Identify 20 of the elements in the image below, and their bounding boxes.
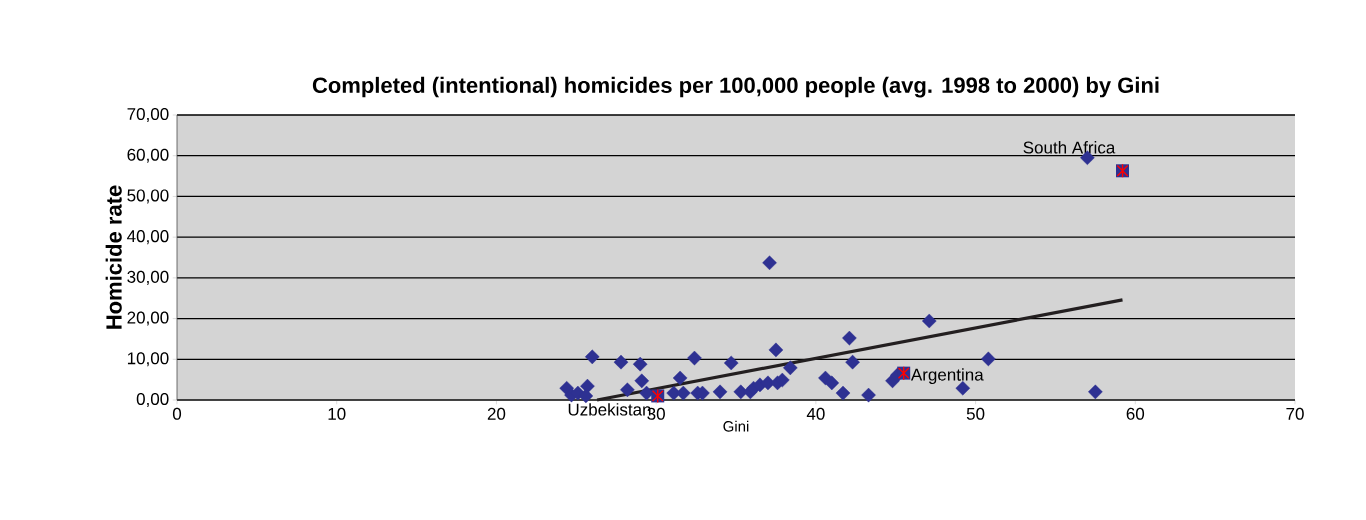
x-tick-label: 60	[1126, 407, 1145, 420]
annotation: South Africa	[1023, 141, 1116, 154]
y-tick-label: 50,00	[127, 189, 169, 204]
annotation: Argentina	[910, 368, 984, 385]
x-tick-label: 40	[806, 407, 825, 420]
y-tick-label: 20,00	[127, 311, 169, 326]
y-tick-label: 70,00	[127, 107, 169, 123]
y-tick-label: 10,00	[127, 352, 169, 367]
y-tick-label: 0,00	[136, 392, 169, 408]
y-tick-label: 60,00	[127, 148, 169, 163]
y-axis-title: Homicide rate	[105, 185, 122, 329]
y-tick-label: 30,00	[127, 270, 169, 285]
x-tick-label: 0	[172, 407, 182, 420]
x-axis-title: Gini	[723, 420, 749, 432]
chart-title: Completed (intentional) homicides per 100,000 people (avg. 1998 to 2000) by Gini	[312, 76, 1159, 98]
x-tick-label: 10	[328, 407, 346, 420]
x-tick-label: 70	[1286, 407, 1304, 420]
y-tick-label: 40,00	[127, 230, 169, 245]
x-tick-label: 50	[966, 407, 985, 420]
x-tick-label: 20	[487, 407, 506, 420]
